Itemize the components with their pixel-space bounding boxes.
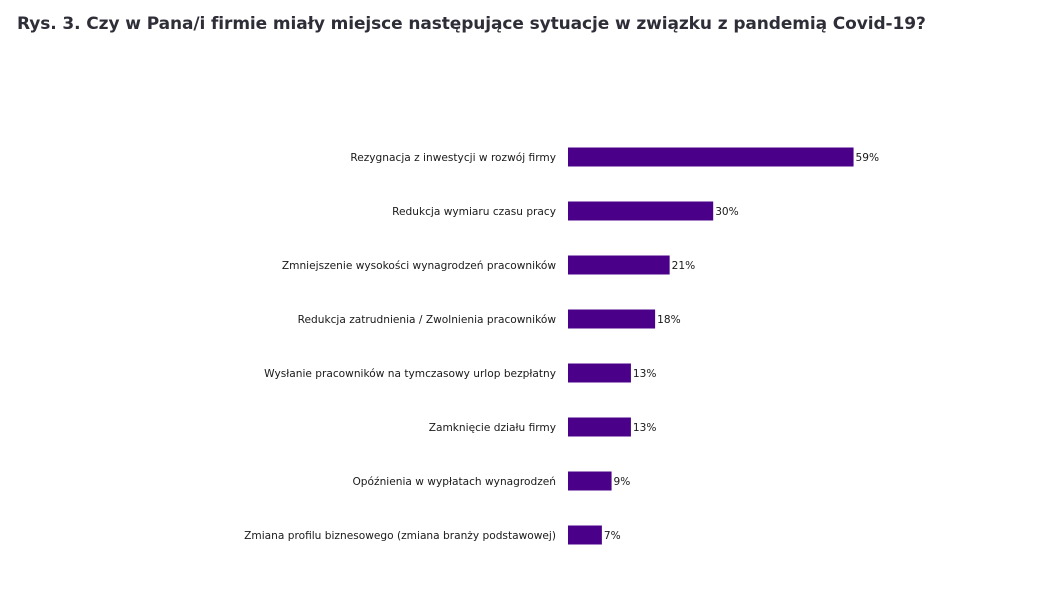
category-label: Zmniejszenie wysokości wynagrodzeń praco… [282,260,556,272]
bar [568,309,656,329]
value-label: 21% [672,260,696,272]
bar [568,201,714,221]
category-labels: Rezygnacja z inwestycji w rozwój firmy Re… [244,152,556,542]
category-label: Zmiana profilu biznesowego (zmiana branż… [244,530,556,542]
bar [568,147,854,167]
bar [568,255,670,275]
category-label: Opóźnienia w wypłatach wynagrodzeń [352,476,556,488]
bar [568,417,631,437]
value-labels: 59% 30% 21% 18% 13% 13% 9% 7% [604,152,879,542]
page-title: Rys. 3. Czy w Pana/i firmie miały miejsc… [17,14,926,34]
value-label: 9% [614,476,631,488]
value-label: 13% [633,422,657,434]
category-label: Wysłanie pracowników na tymczasowy urlop… [264,368,556,380]
category-label: Redukcja zatrudnienia / Zwolnienia praco… [298,314,557,326]
bar [568,525,602,545]
category-label: Rezygnacja z inwestycji w rozwój firmy [350,152,556,164]
bar [568,471,612,491]
category-label: Zamknięcie działu firmy [429,422,556,434]
value-label: 18% [657,314,681,326]
bar [568,363,631,383]
value-label: 30% [715,206,739,218]
value-label: 59% [856,152,880,164]
bars [568,147,854,545]
category-label: Redukcja wymiaru czasu pracy [392,206,556,218]
value-label: 13% [633,368,657,380]
value-label: 7% [604,530,621,542]
